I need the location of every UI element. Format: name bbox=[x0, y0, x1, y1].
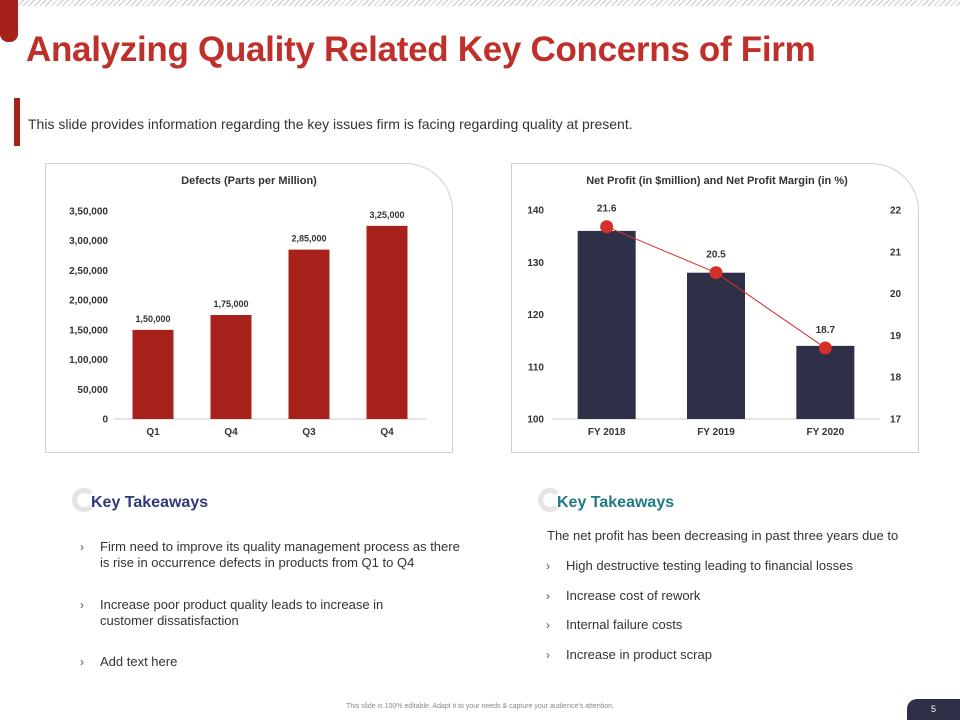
takeaway-right-item: › Increase cost of rework bbox=[546, 588, 926, 604]
top-decorative-strip bbox=[0, 0, 960, 6]
y-tick-label: 3,00,000 bbox=[69, 236, 108, 247]
bar bbox=[366, 225, 408, 419]
y-tick-label: 1,00,000 bbox=[69, 355, 108, 366]
takeaway-right-text: High destructive testing leading to fina… bbox=[566, 558, 853, 573]
data-label: 21.6 bbox=[597, 204, 617, 215]
bar bbox=[577, 230, 636, 419]
takeaway-right-item: › High destructive testing leading to fi… bbox=[546, 558, 926, 574]
x-tick-label: Q4 bbox=[380, 427, 394, 438]
margin-point bbox=[709, 266, 723, 280]
margin-point bbox=[818, 341, 832, 355]
bullet-arrow-icon: › bbox=[546, 618, 550, 632]
takeaways-right-heading: Key Takeaways bbox=[557, 494, 675, 511]
footer-note: This slide is 100% editable. Adapt it to… bbox=[346, 703, 614, 710]
data-label: 1,75,000 bbox=[213, 299, 248, 309]
takeaway-left-item: › Firm need to improve its quality manag… bbox=[80, 539, 470, 571]
y-tick-label: 2,00,000 bbox=[69, 296, 108, 307]
subtitle-accent-bar bbox=[14, 98, 20, 146]
y-tick-label: 3,50,000 bbox=[69, 207, 108, 218]
y-right-tick-label: 17 bbox=[890, 415, 902, 426]
y-right-tick-label: 19 bbox=[890, 331, 902, 342]
bullet-arrow-icon: › bbox=[80, 598, 84, 612]
takeaways-left-circle-icon bbox=[72, 488, 96, 512]
bar bbox=[687, 272, 745, 419]
bullet-arrow-icon: › bbox=[546, 648, 550, 662]
x-tick-label: FY 2019 bbox=[697, 427, 735, 438]
x-tick-label: Q4 bbox=[224, 427, 238, 438]
takeaway-left-text: Firm need to improve its quality managem… bbox=[100, 539, 460, 570]
y-left-tick-label: 130 bbox=[527, 258, 544, 269]
x-tick-label: Q1 bbox=[146, 427, 160, 438]
takeaway-right-text: Increase in product scrap bbox=[566, 647, 712, 662]
top-accent-tab bbox=[0, 0, 18, 42]
y-tick-label: 2,50,000 bbox=[69, 266, 108, 277]
margin-point bbox=[600, 220, 614, 234]
page-title: Analyzing Quality Related Key Concerns o… bbox=[26, 30, 816, 69]
takeaways-right-intro: The net profit has been decreasing in pa… bbox=[547, 528, 899, 543]
bar bbox=[132, 329, 174, 419]
x-tick-label: Q3 bbox=[302, 427, 316, 438]
bullet-arrow-icon: › bbox=[80, 655, 84, 669]
net-profit-chart: Net Profit (in $million) and Net Profit … bbox=[527, 175, 902, 438]
net-profit-chart-card: Net Profit (in $million) and Net Profit … bbox=[511, 163, 919, 453]
chart-title: Defects (Parts per Million) bbox=[181, 175, 317, 187]
takeaway-left-item: › Add text here bbox=[80, 654, 400, 670]
page-number: 5 bbox=[907, 699, 960, 720]
bullet-arrow-icon: › bbox=[546, 559, 550, 573]
y-right-tick-label: 22 bbox=[890, 206, 902, 217]
data-label: 2,85,000 bbox=[291, 234, 326, 244]
y-right-tick-label: 20 bbox=[890, 289, 902, 300]
y-tick-label: 1,50,000 bbox=[69, 325, 108, 336]
y-left-tick-label: 120 bbox=[527, 310, 544, 321]
y-left-tick-label: 100 bbox=[527, 415, 544, 426]
defects-chart-card: Defects (Parts per Million) 0 50,000 1,00,0… bbox=[45, 163, 453, 453]
chart-title: Net Profit (in $million) and Net Profit … bbox=[586, 175, 848, 187]
page-subtitle: This slide provides information regardin… bbox=[28, 116, 633, 132]
defects-chart: Defects (Parts per Million) 0 50,000 1,00,0… bbox=[69, 175, 426, 438]
y-left-tick-label: 110 bbox=[528, 362, 545, 373]
takeaway-left-text: Add text here bbox=[100, 654, 178, 669]
data-label: 1,50,000 bbox=[135, 314, 170, 324]
bar bbox=[796, 345, 855, 419]
takeaway-right-item: › Internal failure costs bbox=[546, 617, 926, 633]
bar bbox=[288, 249, 330, 419]
takeaways-right-circle-icon bbox=[538, 488, 562, 512]
takeaway-left-item: › Increase poor product quality leads to… bbox=[80, 597, 410, 629]
y-right-tick-label: 21 bbox=[890, 247, 902, 258]
takeaway-right-text: Internal failure costs bbox=[566, 617, 683, 632]
y-tick-label: 50,000 bbox=[77, 385, 108, 396]
bullet-arrow-icon: › bbox=[546, 589, 550, 603]
data-label: 20.5 bbox=[706, 250, 726, 261]
y-right-tick-label: 18 bbox=[890, 373, 902, 384]
takeaways-left-heading: Key Takeaways bbox=[91, 494, 209, 511]
x-tick-label: FY 2020 bbox=[807, 427, 845, 438]
data-label: 3,25,000 bbox=[369, 210, 404, 220]
bullet-arrow-icon: › bbox=[80, 540, 84, 554]
y-tick-label: 0 bbox=[102, 415, 108, 426]
takeaway-right-text: Increase cost of rework bbox=[566, 588, 701, 603]
takeaway-left-text: Increase poor product quality leads to i… bbox=[100, 597, 384, 628]
data-label: 18.7 bbox=[816, 325, 836, 336]
y-left-tick-label: 140 bbox=[527, 206, 544, 217]
x-tick-label: FY 2018 bbox=[588, 427, 626, 438]
takeaway-right-item: › Increase in product scrap bbox=[546, 647, 926, 663]
bar bbox=[210, 315, 252, 419]
